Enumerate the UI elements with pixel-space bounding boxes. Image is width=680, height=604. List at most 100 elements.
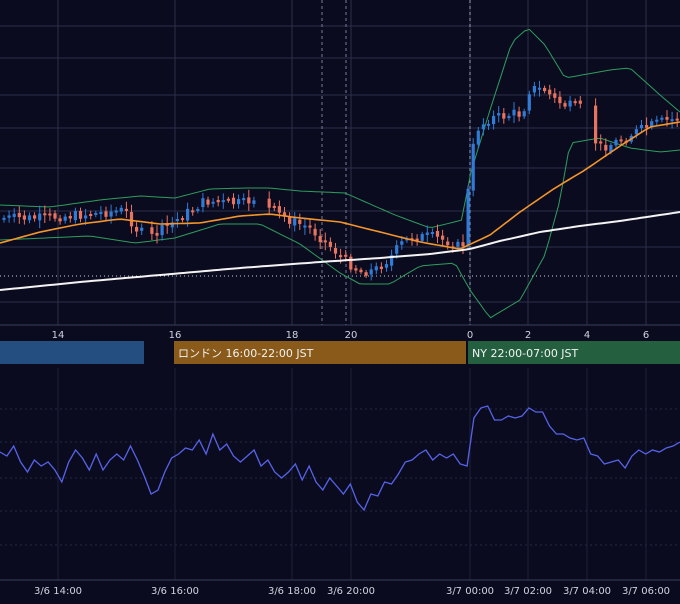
- candle-124: [660, 115, 664, 123]
- candle-3: [17, 206, 21, 224]
- candle-body-119: [634, 129, 638, 135]
- candle-body-4: [22, 215, 26, 220]
- candle-4: [22, 210, 26, 225]
- candle-45: [237, 194, 241, 209]
- candle-body-6: [33, 215, 37, 219]
- candle-body-78: [415, 238, 419, 242]
- price-x-tick-label-2: 18: [286, 330, 299, 341]
- candle-20: [104, 206, 108, 222]
- candle-body-0: [2, 217, 6, 220]
- candle-53: [288, 212, 292, 229]
- candle-29: [155, 225, 159, 244]
- candle-44: [231, 193, 236, 209]
- moving-average-white: [0, 211, 680, 291]
- candle-body-82: [435, 230, 440, 237]
- candle-body-64: [344, 254, 348, 257]
- candle-88: [466, 184, 470, 250]
- candle-body-7: [38, 213, 42, 221]
- candles: [2, 80, 679, 281]
- candle-58: [313, 223, 317, 241]
- candle-60: [323, 232, 327, 251]
- candle-body-122: [650, 121, 654, 128]
- candle-109: [573, 98, 577, 106]
- candle-89: [471, 138, 475, 197]
- candle-body-32: [170, 222, 174, 228]
- candle-body-115: [614, 139, 618, 146]
- candle-71: [379, 262, 383, 274]
- candle-115: [614, 137, 618, 148]
- candle-113: [604, 138, 608, 158]
- candle-body-44: [231, 197, 236, 205]
- candle-103: [543, 85, 547, 94]
- osc-x-tick-label-2: 3/6 18:00: [268, 586, 316, 597]
- candle-body-73: [390, 255, 394, 266]
- candle-body-1: [7, 215, 11, 218]
- candle-120: [639, 119, 644, 134]
- candle-body-104: [548, 89, 552, 95]
- candle-75: [400, 236, 404, 250]
- candle-body-97: [512, 109, 516, 116]
- candle-body-90: [476, 130, 480, 145]
- candle-body-69: [369, 269, 373, 275]
- osc-x-tick-label-1: 3/6 16:00: [151, 586, 199, 597]
- candle-body-123: [655, 119, 659, 122]
- oscillator-line: [0, 405, 680, 512]
- candle-30: [160, 219, 164, 241]
- candle-body-112: [599, 141, 603, 144]
- candle-49: [267, 191, 271, 215]
- candle-112: [599, 134, 603, 151]
- candle-body-71: [379, 266, 383, 269]
- candle-78: [415, 234, 419, 246]
- candle-body-57: [308, 225, 312, 228]
- candle-body-42: [221, 200, 225, 203]
- candle-83: [441, 229, 445, 246]
- candle-body-66: [354, 268, 358, 271]
- candle-48: [252, 196, 256, 208]
- candle-70: [374, 262, 378, 275]
- candle-body-74: [395, 245, 399, 254]
- candle-body-20: [104, 211, 108, 217]
- candle-body-17: [89, 214, 93, 217]
- candle-body-87: [461, 242, 465, 247]
- candle-body-91: [481, 124, 485, 130]
- candle-body-43: [226, 198, 230, 201]
- candle-93: [492, 110, 496, 130]
- candle-52: [282, 207, 287, 222]
- candle-body-84: [446, 241, 450, 246]
- candle-13: [68, 211, 72, 223]
- candle-2: [12, 208, 16, 223]
- candle-body-21: [109, 211, 113, 217]
- candle-body-108: [568, 100, 572, 107]
- osc-x-tick-label-5: 3/7 02:00: [504, 586, 552, 597]
- candle-body-113: [604, 144, 608, 151]
- candle-96: [507, 113, 511, 121]
- candle-body-63: [339, 255, 343, 258]
- candle-body-88: [466, 188, 470, 246]
- candle-123: [655, 115, 659, 126]
- candle-body-93: [492, 115, 496, 125]
- candle-126: [670, 111, 674, 129]
- candle-body-124: [660, 117, 664, 120]
- candle-body-16: [84, 215, 88, 219]
- candle-body-94: [497, 113, 501, 116]
- osc-x-tick-label-6: 3/7 04:00: [563, 586, 611, 597]
- bollinger-upper-band: [0, 28, 680, 228]
- candle-body-35: [186, 208, 190, 221]
- candle-body-100: [527, 94, 531, 111]
- candle-body-55: [298, 219, 302, 224]
- candle-40: [211, 198, 215, 208]
- candle-body-51: [277, 206, 281, 213]
- candle-body-75: [400, 241, 404, 245]
- candle-body-22: [114, 210, 118, 213]
- candle-body-27: [140, 227, 144, 231]
- candle-39: [206, 196, 210, 208]
- candle-42: [221, 193, 225, 209]
- candle-body-114: [609, 144, 613, 153]
- candle-65: [349, 253, 353, 273]
- candle-body-30: [160, 225, 164, 236]
- candle-102: [537, 80, 542, 97]
- candle-body-15: [78, 211, 83, 219]
- osc-x-tick-label-3: 3/6 20:00: [327, 586, 375, 597]
- candle-108: [568, 95, 572, 112]
- price-x-tick-label-5: 2: [525, 330, 531, 341]
